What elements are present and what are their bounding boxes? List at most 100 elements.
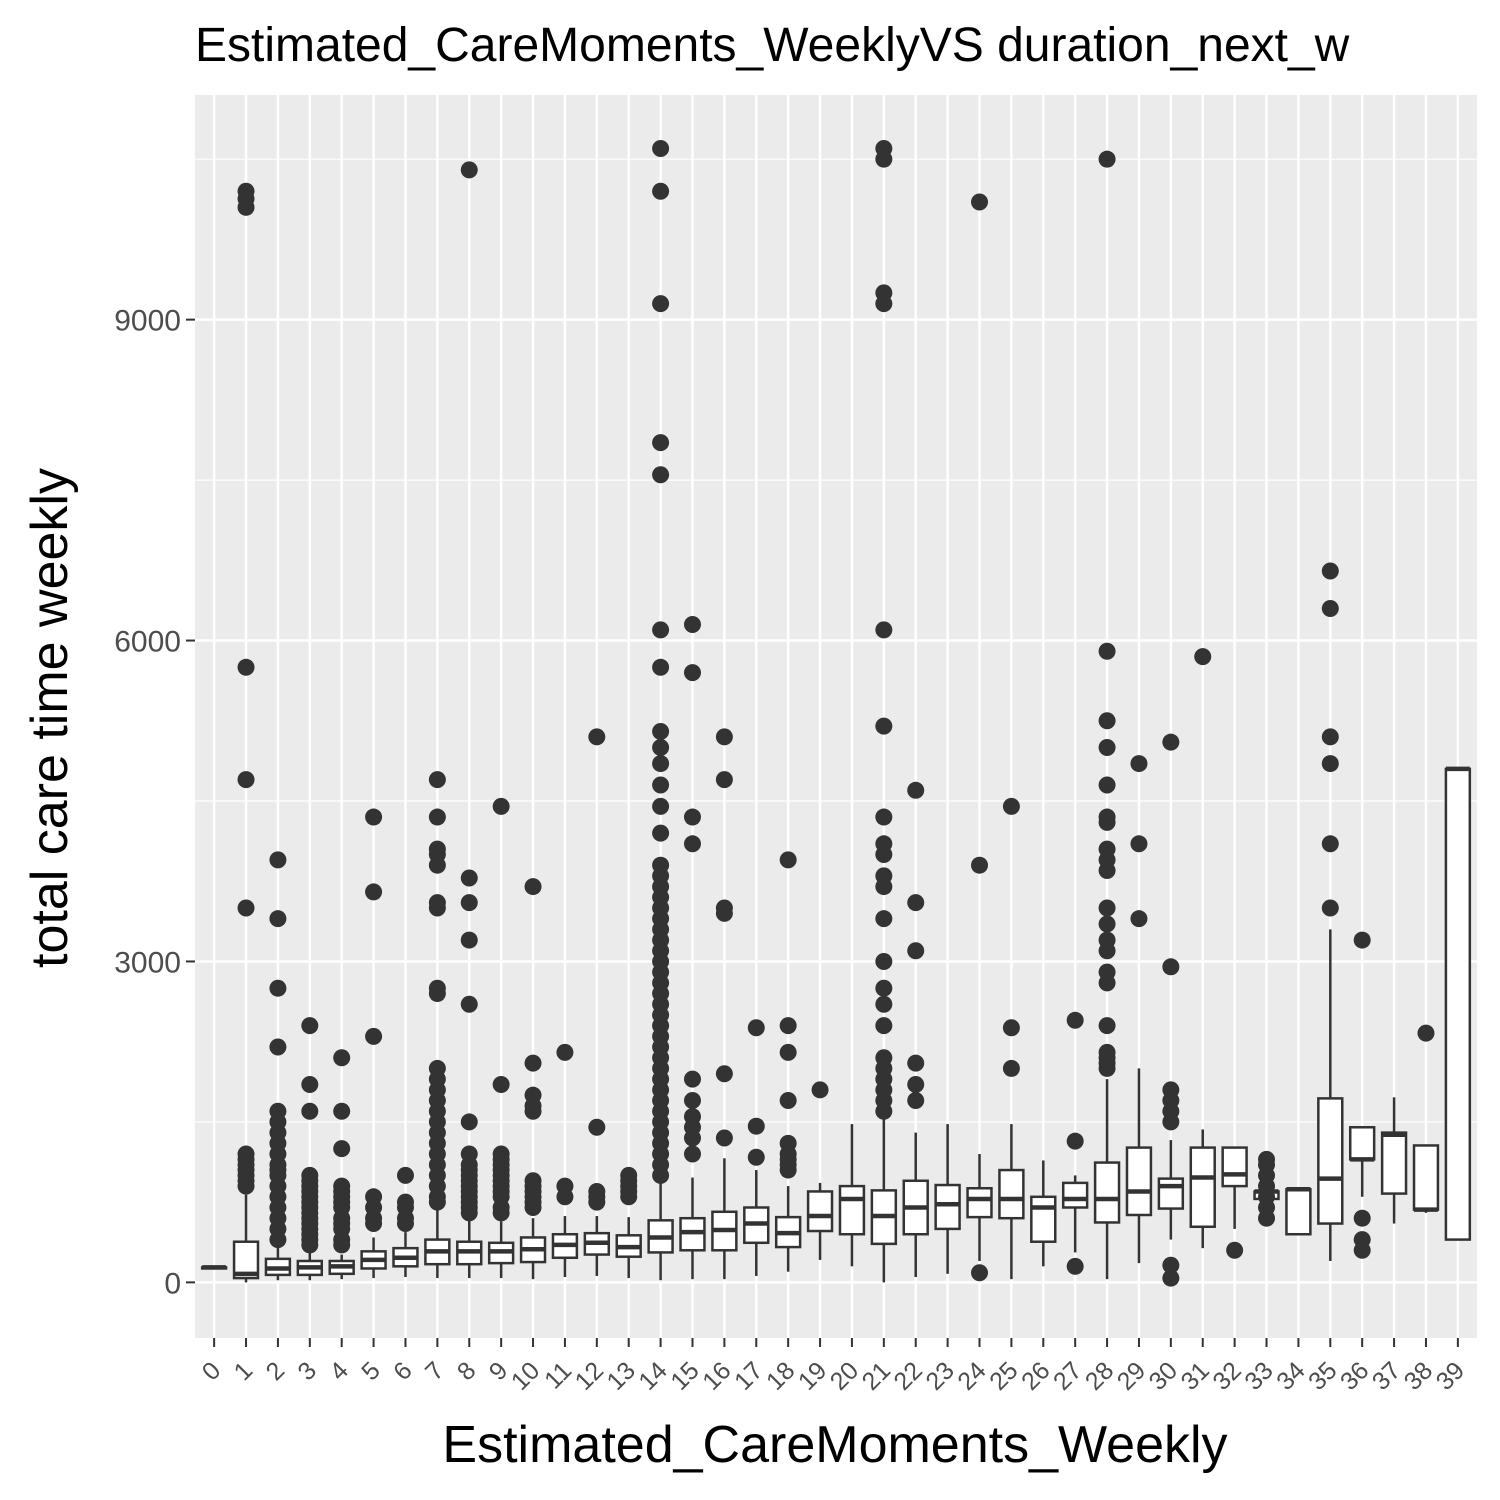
box-body (1412, 1144, 1440, 1211)
box-1 (232, 182, 260, 1283)
box-15 (679, 616, 706, 1280)
outlier-point (301, 1166, 319, 1184)
outlier-point (428, 808, 446, 826)
box-29 (1125, 755, 1153, 1264)
box-17 (743, 1019, 770, 1276)
outlier-point (1321, 899, 1339, 917)
outlier-point (269, 1102, 287, 1120)
outlier-point (428, 979, 446, 997)
outlier-point (365, 1188, 383, 1206)
outlier-point (524, 1054, 542, 1072)
outlier-point (1226, 1241, 1244, 1259)
outlier-point (715, 1065, 733, 1083)
box-body (838, 1184, 866, 1236)
outlier-point (1066, 1257, 1084, 1275)
outlier-point (620, 1166, 638, 1184)
outlier-point (1162, 733, 1180, 751)
box-body (1093, 1161, 1121, 1224)
outlier-point (652, 295, 670, 313)
outlier-point (715, 1129, 733, 1147)
outlier-point (875, 979, 893, 997)
outlier-point (1098, 642, 1116, 660)
outlier-point (428, 894, 446, 912)
outlier-point (1002, 1059, 1020, 1077)
box-7 (424, 771, 451, 1279)
box-body (1317, 1097, 1344, 1225)
outlier-point (492, 797, 510, 815)
outlier-point (1353, 1209, 1371, 1227)
x-tick-label: 8 (452, 1356, 482, 1386)
outlier-point (652, 797, 670, 815)
x-tick-label: 6 (388, 1356, 418, 1386)
outlier-point (1321, 599, 1339, 617)
outlier-point (1098, 915, 1116, 933)
x-tick-label: 0 (197, 1356, 227, 1386)
outlier-point (715, 899, 733, 917)
outlier-point (779, 1043, 797, 1061)
outlier-point (1098, 963, 1116, 981)
outlier-point (1353, 931, 1371, 949)
outlier-point (1098, 776, 1116, 794)
outlier-point (237, 658, 255, 676)
outlier-point (875, 139, 893, 157)
outlier-point (396, 1193, 414, 1211)
box-body (934, 1183, 961, 1231)
outlier-point (683, 1070, 701, 1088)
y-tick-label: 6000 (114, 626, 181, 659)
outlier-point (907, 894, 925, 912)
outlier-point (971, 1264, 989, 1282)
outlier-point (237, 771, 255, 789)
box-30 (1157, 733, 1185, 1287)
outlier-point (1417, 1024, 1435, 1042)
outlier-point (460, 894, 478, 912)
box-body (1444, 767, 1472, 1241)
outlier-point (875, 1049, 893, 1067)
outlier-point (301, 1075, 319, 1093)
outlier-point (683, 616, 701, 634)
x-tick-label: 39 (1431, 1356, 1470, 1395)
outlier-point (683, 1092, 701, 1110)
outlier-point (875, 1017, 893, 1035)
outlier-point (1098, 1043, 1116, 1061)
box-21 (870, 139, 898, 1283)
outlier-point (333, 1177, 351, 1195)
outlier-point (1162, 1081, 1180, 1099)
x-axis-label: Estimated_CareMoments_Weekly (442, 1416, 1228, 1474)
outlier-point (683, 808, 701, 826)
outlier-point (811, 1081, 829, 1099)
box-body (966, 1186, 993, 1219)
outlier-point (747, 1019, 765, 1037)
box-body (1380, 1131, 1408, 1195)
box-28 (1093, 150, 1121, 1280)
outlier-point (779, 1092, 797, 1110)
plot-panel (195, 95, 1477, 1338)
x-tick-label: 4 (324, 1356, 354, 1386)
outlier-point (652, 755, 670, 773)
box-24 (966, 193, 993, 1282)
box-38 (1412, 1024, 1440, 1213)
outlier-point (875, 995, 893, 1013)
outlier-point (524, 878, 542, 896)
box-37 (1380, 1097, 1408, 1224)
box-body (1348, 1126, 1376, 1161)
box-22 (902, 781, 929, 1278)
outlier-point (333, 1049, 351, 1067)
outlier-point (1002, 1019, 1020, 1037)
outlier-point (875, 284, 893, 302)
outlier-point (1321, 755, 1339, 773)
box-body (806, 1190, 834, 1233)
outlier-point (1098, 712, 1116, 730)
outlier-point (428, 840, 446, 858)
outlier-point (652, 856, 670, 874)
outlier-point (1162, 1269, 1180, 1287)
box-36 (1348, 931, 1376, 1259)
outlier-point (269, 910, 287, 928)
box-14 (647, 139, 674, 1281)
outlier-point (1098, 808, 1116, 826)
box-26 (1030, 1160, 1057, 1267)
outlier-point (779, 1134, 797, 1152)
outlier-point (1130, 835, 1148, 853)
box-39 (1444, 766, 1472, 1241)
outlier-point (428, 1059, 446, 1077)
box-body (1189, 1146, 1216, 1229)
